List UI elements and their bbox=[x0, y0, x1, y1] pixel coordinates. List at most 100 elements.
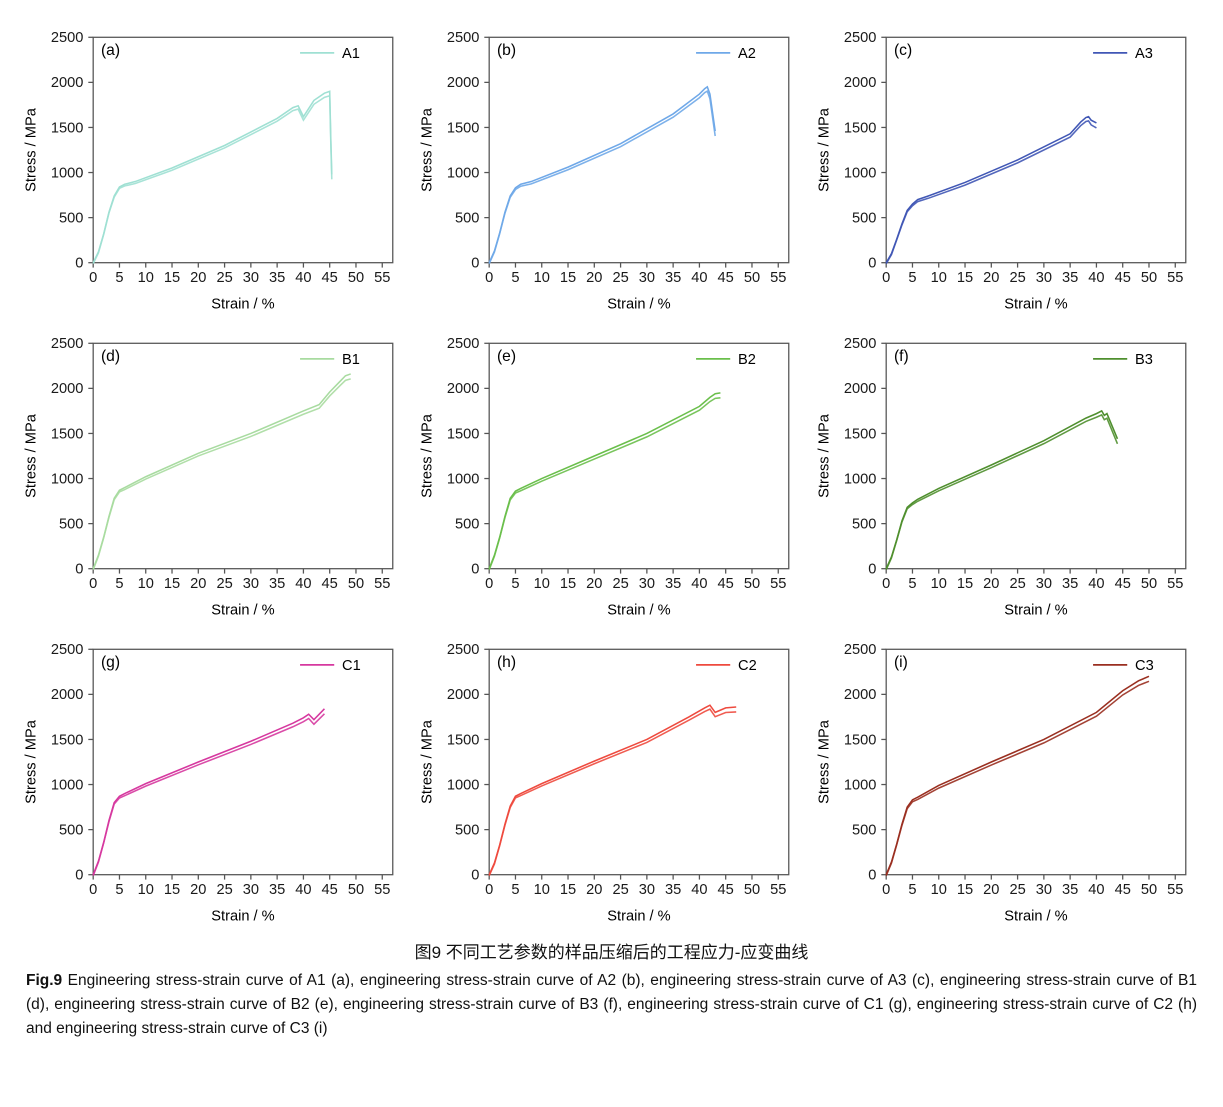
data-curve-b2 bbox=[490, 393, 721, 569]
figure-container: 0 500 1000 1500 2000 2500 0 5 10 15 20 25 30 35 40 45 50… bbox=[20, 20, 1203, 1041]
y-tick-label: 2500 bbox=[51, 30, 84, 46]
data-curve-strand-b2 bbox=[490, 398, 721, 570]
caption-block: 图9 不同工艺参数的样品压缩后的工程应力-应变曲线 Fig.9 Engineer… bbox=[20, 938, 1203, 1041]
x-tick-label: 55 bbox=[374, 882, 390, 898]
x-tick-label: 20 bbox=[983, 270, 999, 286]
data-curve-strand-a1 bbox=[93, 96, 332, 264]
y-tick-label: 2000 bbox=[844, 687, 877, 703]
chart-svg-c2: 0 500 1000 1500 2000 2500 0 5 10 15 20 25 30 35 40 45 50… bbox=[416, 632, 806, 932]
y-tick-label: 1000 bbox=[447, 777, 480, 793]
x-tick-label: 30 bbox=[1035, 270, 1051, 286]
x-tick-label: 30 bbox=[1035, 576, 1051, 592]
y-tick-label: 2000 bbox=[447, 381, 480, 397]
x-tick-label: 25 bbox=[1009, 576, 1025, 592]
x-tick-label: 45 bbox=[718, 270, 734, 286]
chart-svg-c1: 050010001500200025000 5 10 15 20 25 30 35 40 45 50… bbox=[20, 632, 410, 932]
x-tick-label: 40 bbox=[295, 270, 311, 286]
data-curve-strand-a2 bbox=[490, 91, 716, 264]
x-tick-label: 40 bbox=[1088, 882, 1104, 898]
y-tick-label: 2000 bbox=[844, 75, 877, 91]
x-tick-label: 25 bbox=[613, 882, 629, 898]
y-axis-title: Stress / MPa bbox=[420, 719, 436, 804]
data-curve-strand-c1 bbox=[93, 714, 324, 876]
chinese-caption: 图9 不同工艺参数的样品压缩后的工程应力-应变曲线 bbox=[20, 938, 1203, 963]
x-tick-label: 55 bbox=[374, 270, 390, 286]
legend-label-a1: A1 bbox=[342, 46, 360, 62]
x-tick-label: 40 bbox=[1088, 270, 1104, 286]
x-tick-label: 50 bbox=[744, 882, 760, 898]
x-tick-label: 10 bbox=[138, 270, 154, 286]
x-tick-label: 30 bbox=[243, 576, 259, 592]
x-tick-label: 45 bbox=[1114, 882, 1130, 898]
x-tick-label: 25 bbox=[216, 270, 232, 286]
x-tick-label: 55 bbox=[770, 270, 786, 286]
x-tick-label: 45 bbox=[718, 576, 734, 592]
x-tick-label: 35 bbox=[665, 576, 681, 592]
x-tick-label: 50 bbox=[744, 270, 760, 286]
y-tick-label: 1000 bbox=[51, 471, 84, 487]
x-tick-label: 10 bbox=[138, 882, 154, 898]
x-tick-label: 40 bbox=[692, 576, 708, 592]
x-tick-label: 5 bbox=[115, 270, 123, 286]
data-curve-c2 bbox=[490, 705, 737, 875]
legend-label-a2: A2 bbox=[738, 46, 756, 62]
y-tick-label: 0 bbox=[472, 562, 480, 578]
y-tick-label: 500 bbox=[852, 211, 876, 227]
plot-border bbox=[490, 343, 790, 568]
y-axis-title: Stress / MPa bbox=[420, 413, 436, 498]
x-tick-label: 0 bbox=[485, 270, 493, 286]
x-tick-label: 10 bbox=[534, 882, 550, 898]
y-tick-label: 2500 bbox=[51, 336, 84, 352]
y-tick-label: 2500 bbox=[844, 642, 877, 658]
x-tick-label: 0 bbox=[485, 576, 493, 592]
data-curve-b1 bbox=[93, 374, 351, 569]
x-tick-label: 20 bbox=[983, 882, 999, 898]
x-tick-label: 0 bbox=[882, 270, 890, 286]
x-tick-label: 45 bbox=[322, 270, 338, 286]
data-curve-strand-c3 bbox=[886, 681, 1149, 875]
x-tick-label: 15 bbox=[560, 576, 576, 592]
y-tick-label: 1500 bbox=[51, 732, 84, 748]
y-axis-title: Stress / MPa bbox=[24, 719, 40, 804]
x-tick-label: 10 bbox=[930, 882, 946, 898]
x-tick-label: 20 bbox=[190, 576, 206, 592]
x-tick-label: 55 bbox=[770, 882, 786, 898]
x-tick-label: 25 bbox=[613, 270, 629, 286]
plot-border bbox=[93, 343, 393, 568]
y-axis-title: Stress / MPa bbox=[24, 413, 40, 498]
y-tick-label: 1500 bbox=[51, 426, 84, 442]
x-tick-label: 5 bbox=[115, 882, 123, 898]
panel-tag-label: (d) bbox=[101, 348, 120, 365]
chart-panel-c2: 0 500 1000 1500 2000 2500 0 5 10 15 20 25 30 35 40 45 50… bbox=[416, 632, 806, 932]
y-tick-label: 0 bbox=[868, 562, 876, 578]
y-tick-label: 1500 bbox=[844, 426, 877, 442]
y-tick-label: 2000 bbox=[447, 687, 480, 703]
caption-fig-number: Fig.9 bbox=[26, 972, 62, 989]
chart-svg-a1: 0 500 1000 1500 2000 2500 0 5 10 15 20 25 30 35 40 45 50… bbox=[20, 20, 410, 320]
y-tick-label: 2500 bbox=[447, 336, 480, 352]
x-tick-label: 15 bbox=[560, 882, 576, 898]
chart-panel-c1: 0 500 1000 1500 2000 2500 0 5 10 15 20 25 30 35 40 45 50… bbox=[20, 632, 410, 932]
x-tick-label: 5 bbox=[908, 270, 916, 286]
chart-svg-b1: 0 500 1000 1500 2000 2500 0 5 10 15 20 25 30 35 40 45 50… bbox=[20, 326, 410, 626]
x-tick-label: 50 bbox=[1141, 882, 1157, 898]
chart-svg-c3: 050010001500200025000 5 10 15 20 25 30 35 40 45 50… bbox=[813, 632, 1203, 932]
panel-tag-label: (e) bbox=[497, 348, 516, 365]
english-caption: Fig.9 Engineering stress-strain curve of… bbox=[20, 969, 1203, 1041]
x-tick-label: 50 bbox=[744, 576, 760, 592]
data-curve-a1 bbox=[93, 91, 332, 262]
plot-border bbox=[886, 649, 1186, 874]
x-tick-label: 55 bbox=[1167, 576, 1183, 592]
x-tick-label: 10 bbox=[930, 576, 946, 592]
x-tick-label: 5 bbox=[908, 882, 916, 898]
chart-panel-a1: 0 500 1000 1500 2000 2500 0 5 10 15 20 25 30 35 40 45 50… bbox=[20, 20, 410, 320]
plot-border bbox=[93, 649, 393, 874]
y-tick-label: 500 bbox=[455, 210, 479, 226]
x-tick-label: 35 bbox=[665, 882, 681, 898]
x-tick-label: 50 bbox=[1141, 576, 1157, 592]
x-tick-label: 20 bbox=[190, 882, 206, 898]
x-tick-label: 25 bbox=[613, 576, 629, 592]
panel-tag-label: (g) bbox=[101, 654, 120, 671]
y-tick-label: 1000 bbox=[844, 165, 877, 181]
x-tick-label: 0 bbox=[485, 882, 493, 898]
